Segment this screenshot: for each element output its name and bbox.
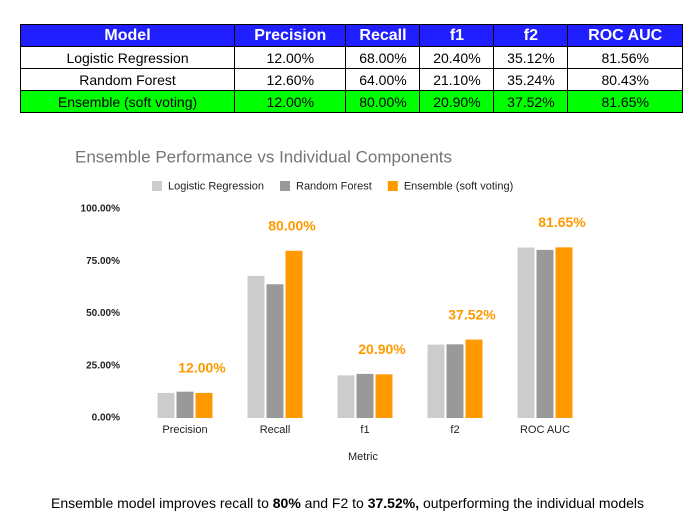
table-row: Logistic Regression 12.00% 68.00% 20.40% 35.…: [19, 46, 683, 69]
table-row: Random Forest 12.60% 64.00% 21.10% 35.24% 80.…: [19, 68, 683, 91]
bar: [285, 250, 303, 418]
header-row: Model Precision Recall f1 f2 ROC AUC: [19, 24, 683, 47]
bar: [247, 275, 265, 418]
chart: Ensemble Performance vs Individual Compo…: [75, 147, 586, 463]
bar: [465, 339, 483, 418]
legend-label: Random Forest: [296, 180, 372, 192]
y-tick-label: 100.00%: [81, 204, 121, 215]
caption: Ensemble model improves recall to 80% an…: [0, 495, 695, 511]
bar: [446, 344, 464, 418]
table-cell: 80.00%: [345, 90, 421, 113]
table-row: Ensemble (soft voting) 12.00% 80.00% 20.90%…: [19, 90, 683, 113]
chart-title: Ensemble Performance vs Individual Compo…: [75, 147, 452, 166]
legend-swatch: [152, 181, 162, 191]
table-cell: 81.65%: [567, 90, 683, 113]
bar: [427, 344, 445, 418]
data-label: 12.00%: [178, 360, 226, 376]
table-cell: Logistic Regression: [19, 46, 236, 69]
data-label: 81.65%: [538, 214, 586, 230]
caption-highlight: 80%: [272, 495, 301, 511]
bar: [266, 284, 284, 418]
table-cell: 21.10%: [419, 68, 495, 91]
table-cell: 20.40%: [419, 46, 495, 69]
caption-text: Ensemble model improves recall to: [50, 495, 273, 511]
caption-highlight: 37.52%,: [367, 495, 420, 511]
y-tick-label: 75.00%: [86, 256, 120, 267]
bar: [555, 247, 573, 418]
table-cell: Model: [19, 24, 236, 47]
legend-swatch: [387, 181, 398, 191]
table-cell: 68.00%: [345, 46, 421, 69]
x-axis-title: Metric: [348, 451, 378, 463]
legend-label: Ensemble (soft voting): [404, 180, 513, 192]
caption-text: outperforming the individual models: [419, 495, 644, 511]
table-cell: 12.00%: [234, 46, 347, 69]
bar: [356, 373, 374, 418]
x-tick-label: Recall: [260, 424, 291, 436]
table-cell: Ensemble (soft voting): [19, 90, 236, 113]
data-label: 20.90%: [358, 341, 406, 357]
results-table: Model Precision Recall f1 f2 ROC AUC Logistic …: [19, 24, 683, 113]
x-tick-label: Precision: [162, 424, 207, 436]
table-cell: ROC AUC: [567, 24, 683, 47]
table-cell: f1: [419, 24, 495, 47]
bar: [176, 391, 194, 418]
table-cell: 81.56%: [567, 46, 683, 69]
bar: [157, 392, 175, 418]
legend-swatch: [280, 181, 290, 191]
x-tick-label: f2: [450, 424, 459, 436]
table-cell: Precision: [234, 24, 347, 47]
y-tick-label: 50.00%: [86, 308, 120, 319]
x-tick-label: f1: [360, 424, 369, 436]
legend-label: Logistic Regression: [168, 180, 264, 192]
bar: [195, 392, 213, 418]
table-cell: 12.60%: [234, 68, 347, 91]
caption-text: and F2 to: [300, 495, 368, 511]
bar: [536, 249, 554, 418]
table-cell: Random Forest: [19, 68, 236, 91]
table-cell: 80.43%: [567, 68, 683, 91]
table-cell: 20.90%: [419, 90, 495, 113]
bar: [517, 247, 535, 418]
bar: [337, 375, 355, 418]
y-tick-label: 25.00%: [86, 360, 120, 371]
table-cell: 12.00%: [234, 90, 347, 113]
table-cell: 64.00%: [345, 68, 421, 91]
x-tick-label: ROC AUC: [520, 424, 570, 436]
table-cell: 35.24%: [493, 68, 569, 91]
table-cell: 35.12%: [493, 46, 569, 69]
table-cell: 37.52%: [493, 90, 569, 113]
data-label: 80.00%: [268, 218, 316, 234]
table-cell: f2: [493, 24, 569, 47]
data-label: 37.52%: [448, 306, 496, 322]
bar: [375, 374, 393, 418]
table-cell: Recall: [345, 24, 421, 47]
y-tick-label: 0.00%: [92, 413, 120, 424]
